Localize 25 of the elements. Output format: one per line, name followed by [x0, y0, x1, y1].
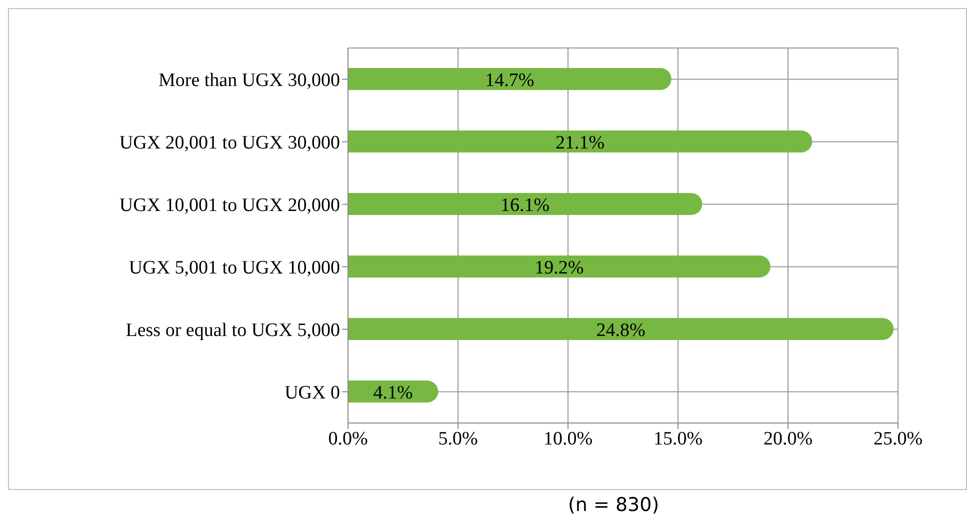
x-tick-label: 20.0% — [763, 428, 813, 450]
data-label: 19.2% — [534, 258, 584, 278]
data-label: 14.7% — [485, 70, 534, 91]
data-label: 24.8% — [596, 320, 646, 341]
data-label: 21.1% — [556, 132, 605, 154]
y-tick-label: More than UGX 30,000 — [158, 70, 340, 91]
y-tick-label: UGX 20,001 to UGX 30,000 — [119, 132, 340, 154]
x-tick-label: 0.0% — [328, 428, 368, 450]
y-tick-label: UGX 10,001 to UGX 20,000 — [119, 194, 340, 216]
y-tick-label: UGX 5,001 to UGX 10,000 — [128, 257, 340, 278]
x-tick-label: 10.0% — [543, 428, 593, 450]
y-tick-label: UGX 0 — [284, 382, 340, 404]
bar — [348, 256, 770, 278]
bar — [348, 130, 812, 152]
bar — [348, 318, 894, 340]
data-label: 4.1% — [373, 382, 414, 404]
text: (n = 830) — [568, 494, 660, 516]
bar — [348, 380, 438, 402]
bar — [348, 68, 672, 90]
x-tick-label: 25.0% — [873, 428, 923, 450]
x-tick-label: 15.0% — [653, 428, 703, 450]
bar — [348, 193, 702, 215]
x-tick-label: 5.0% — [438, 428, 478, 450]
y-tick-label: Less or equal to UGX 5,000 — [126, 320, 340, 341]
data-label: 16.1% — [500, 195, 550, 216]
